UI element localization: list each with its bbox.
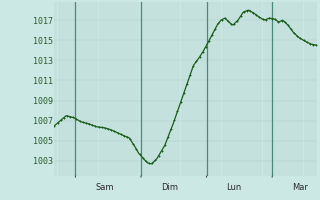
Text: Lun: Lun [226,183,242,192]
Text: Dim: Dim [161,183,178,192]
Text: Sam: Sam [95,183,114,192]
Text: Mar: Mar [292,183,308,192]
